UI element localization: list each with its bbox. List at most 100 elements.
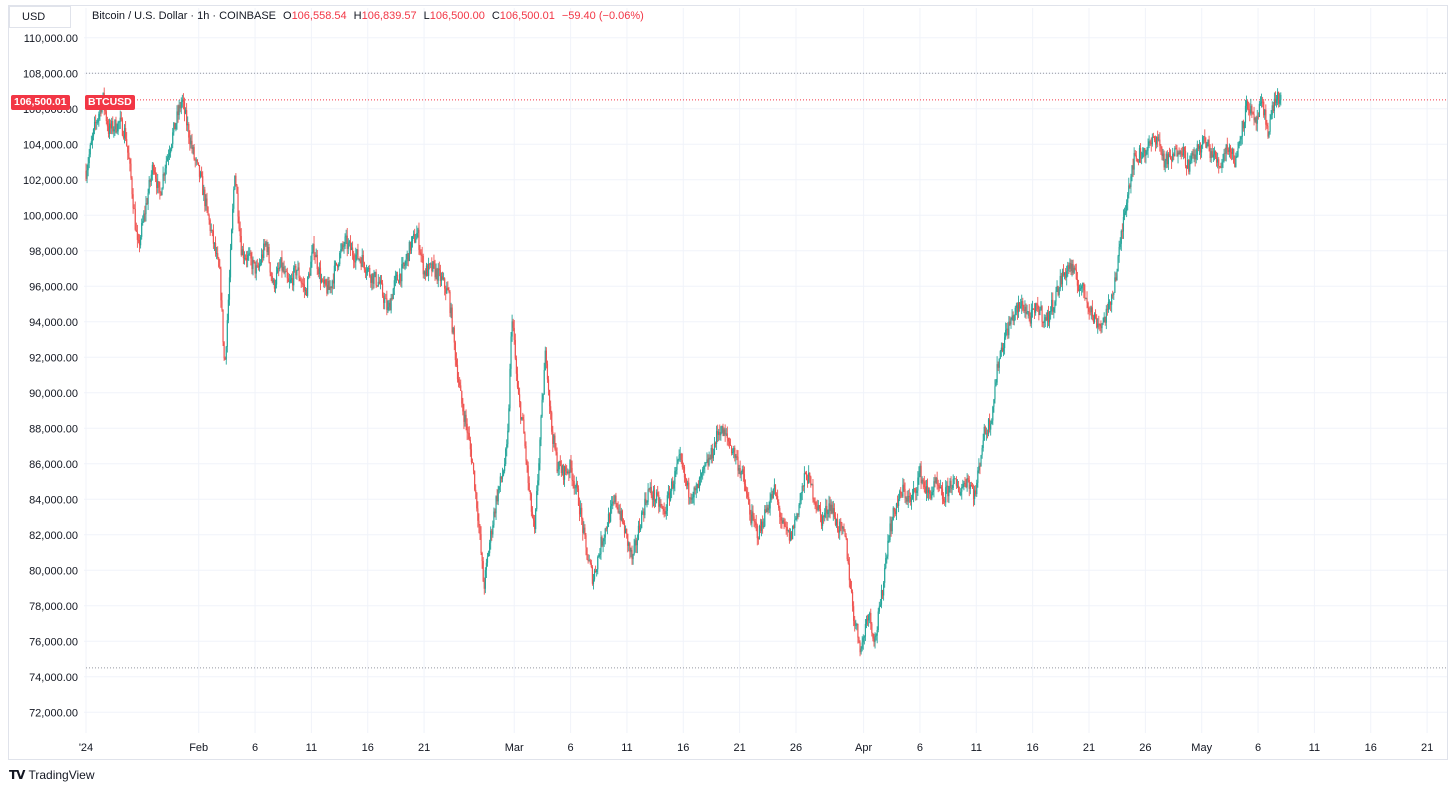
candle-body[interactable] — [1119, 243, 1121, 247]
candle-body[interactable] — [930, 493, 932, 499]
candle-body[interactable] — [795, 517, 797, 520]
candle-body[interactable] — [813, 499, 815, 502]
candle-body[interactable] — [844, 530, 846, 537]
candle-body[interactable] — [163, 174, 165, 176]
candle-body[interactable] — [732, 451, 734, 454]
candle-body[interactable] — [785, 526, 787, 528]
candle-body[interactable] — [860, 648, 862, 653]
candle-body[interactable] — [263, 243, 265, 259]
candle-body[interactable] — [404, 264, 406, 267]
candle-body[interactable] — [826, 505, 828, 515]
candle-body[interactable] — [125, 128, 127, 140]
candle-body[interactable] — [1045, 317, 1047, 321]
candle-body[interactable] — [1005, 329, 1007, 338]
candle-body[interactable] — [547, 379, 550, 390]
candle-body[interactable] — [156, 178, 158, 188]
candle-body[interactable] — [769, 499, 771, 509]
candle-body[interactable] — [1127, 194, 1129, 203]
candle-body[interactable] — [1146, 150, 1148, 152]
candle-body[interactable] — [250, 252, 252, 259]
candle-body[interactable] — [229, 249, 232, 278]
candle-body[interactable] — [510, 336, 512, 369]
candle-body[interactable] — [1093, 314, 1096, 323]
candle-body[interactable] — [464, 414, 466, 422]
candle-body[interactable] — [1188, 159, 1190, 172]
candle-body[interactable] — [927, 489, 930, 493]
candle-body[interactable] — [264, 243, 266, 246]
candle-body[interactable] — [835, 519, 838, 525]
candle-body[interactable] — [295, 265, 297, 276]
candle-body[interactable] — [225, 346, 227, 360]
candle-body[interactable] — [886, 556, 888, 559]
candle-body[interactable] — [1248, 109, 1250, 110]
candle-body[interactable] — [662, 507, 664, 509]
candle-body[interactable] — [733, 447, 735, 452]
candle-body[interactable] — [659, 503, 661, 507]
candle-body[interactable] — [339, 252, 341, 265]
candle-body[interactable] — [1059, 275, 1061, 289]
candle-body[interactable] — [701, 473, 703, 478]
candle-body[interactable] — [749, 504, 751, 515]
candle-body[interactable] — [274, 284, 277, 289]
candle-body[interactable] — [470, 449, 473, 463]
candle-body[interactable] — [1206, 144, 1208, 148]
candle-body[interactable] — [683, 467, 686, 478]
candle-body[interactable] — [1016, 305, 1019, 313]
candle-body[interactable] — [979, 465, 981, 467]
candle-body[interactable] — [189, 137, 191, 145]
candle-body[interactable] — [728, 441, 731, 445]
candle-body[interactable] — [319, 267, 322, 283]
candle-body[interactable] — [222, 309, 224, 343]
candle-body[interactable] — [843, 527, 845, 531]
candle-body[interactable] — [929, 489, 931, 494]
candle-body[interactable] — [962, 484, 964, 487]
candle-body[interactable] — [865, 619, 868, 625]
candle-body[interactable] — [1198, 146, 1201, 149]
candle-body[interactable] — [1118, 246, 1120, 257]
candle-body[interactable] — [1068, 265, 1070, 269]
candle-body[interactable] — [690, 497, 692, 500]
candle-body[interactable] — [85, 170, 87, 179]
candle-body[interactable] — [487, 553, 490, 557]
candle-body[interactable] — [316, 254, 318, 269]
currency-selector[interactable]: USD — [9, 6, 71, 28]
candle-body[interactable] — [175, 123, 177, 130]
candle-body[interactable] — [541, 399, 543, 417]
candle-body[interactable] — [350, 247, 353, 251]
candle-body[interactable] — [421, 254, 423, 256]
candle-body[interactable] — [1104, 316, 1106, 323]
candle-body[interactable] — [589, 560, 591, 564]
candle-body[interactable] — [885, 558, 887, 569]
candle-body[interactable] — [491, 530, 493, 535]
candle-body[interactable] — [543, 370, 545, 395]
candle-body[interactable] — [900, 491, 902, 494]
candle-body[interactable] — [203, 189, 205, 196]
candle-body[interactable] — [952, 479, 954, 488]
candle-body[interactable] — [954, 478, 956, 480]
candle-body[interactable] — [1006, 328, 1008, 330]
candle-body[interactable] — [649, 486, 651, 490]
candle-body[interactable] — [108, 123, 111, 134]
candle-body[interactable] — [567, 471, 569, 474]
candle-body[interactable] — [544, 350, 546, 371]
candle-body[interactable] — [160, 192, 162, 196]
candle-body[interactable] — [787, 530, 789, 531]
candle-body[interactable] — [1252, 111, 1254, 115]
candle-body[interactable] — [485, 562, 488, 571]
candle-body[interactable] — [964, 482, 966, 486]
candle-body[interactable] — [1069, 263, 1071, 269]
candle-body[interactable] — [232, 208, 234, 230]
candle-body[interactable] — [122, 135, 125, 138]
candle-body[interactable] — [572, 479, 574, 482]
candle-body[interactable] — [1063, 272, 1066, 276]
candle-body[interactable] — [193, 147, 195, 160]
candle-body[interactable] — [748, 497, 750, 505]
candle-body[interactable] — [330, 286, 332, 289]
candle-body[interactable] — [345, 235, 347, 237]
candle-body[interactable] — [1108, 301, 1111, 303]
candle-body[interactable] — [1253, 114, 1255, 121]
candle-body[interactable] — [521, 417, 523, 420]
candle-body[interactable] — [449, 291, 451, 314]
candle-body[interactable] — [910, 498, 913, 502]
candle-body[interactable] — [190, 140, 192, 145]
